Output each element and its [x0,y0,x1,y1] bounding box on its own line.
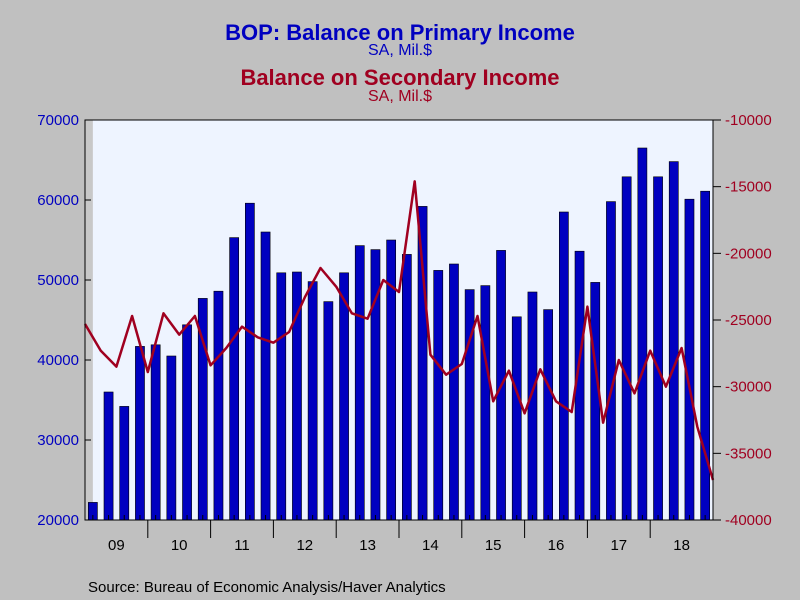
x-tick-label: 09 [108,537,125,554]
x-tick-label: 13 [359,537,376,554]
primary-income-bar [606,201,616,521]
primary-income-bar [119,406,130,521]
primary-income-bar [417,206,428,521]
primary-income-bar [150,344,161,521]
right-tick-label: -40000 [725,512,772,529]
primary-income-bar [449,263,459,521]
primary-income-bar [229,237,240,521]
primary-income-bar [543,309,554,521]
left-axis: 70000 60000 50000 40000 30000 20000 [37,112,91,529]
primary-income-bar [354,245,365,521]
primary-income-bar [245,202,255,521]
x-tick-label: 15 [485,537,502,554]
primary-income-bar [684,198,695,521]
chart-title-2: Balance on Secondary Income [240,65,559,90]
right-tick-label: -35000 [725,445,772,462]
right-tick-label: -30000 [725,379,772,396]
primary-income-bar [653,176,663,521]
secondary-income-line-path [83,180,715,481]
source-note: Source: Bureau of Economic Analysis/Have… [88,579,446,596]
right-tick-label: -20000 [725,245,772,262]
right-tick-label: -10000 [725,112,772,129]
primary-income-bar [260,231,271,521]
left-tick-label: 40000 [37,352,79,369]
primary-income-bar [700,190,711,521]
primary-income-bar [621,176,632,521]
primary-income-bar [590,282,601,521]
primary-income-bar [527,291,538,521]
left-tick-label: 50000 [37,272,79,289]
left-tick-label: 60000 [37,192,79,209]
primary-income-bar [166,355,177,521]
x-tick-label: 12 [296,537,313,554]
primary-income-bar [213,290,224,521]
primary-income-bar [323,301,334,521]
right-tick-label: -25000 [725,312,772,329]
primary-income-bar [558,211,569,521]
plot-area [85,120,713,520]
primary-income-bar [668,161,679,521]
chart-subtitle-2: SA, Mil.$ [368,88,432,105]
primary-income-bar [637,147,648,521]
x-tick-label: 10 [171,537,188,554]
primary-income-bar [276,272,287,521]
primary-income-bar [135,346,145,521]
left-tick-label: 20000 [37,512,79,529]
primary-income-bar [433,270,444,521]
right-axis: -10000 -15000 -20000 -25000 -30000 -35000 -400… [713,112,772,529]
primary-income-bar [103,391,114,521]
chart-title-1: BOP: Balance on Primary Income [225,20,575,45]
x-tick-label: 14 [422,537,439,554]
primary-income-bar [464,289,475,521]
left-tick-label: 30000 [37,432,79,449]
secondary-income-line [83,180,715,481]
recession-band [85,120,93,520]
chart-subtitle-1: SA, Mil.$ [368,42,432,59]
primary-income-bar [307,281,318,521]
left-tick-label: 70000 [37,112,79,129]
x-tick-label: 17 [610,537,627,554]
primary-income-bar [339,272,349,521]
recession-shading [85,120,93,520]
x-tick-label: 18 [673,537,690,554]
primary-income-bar [511,316,522,521]
primary-income-bar [182,324,192,521]
x-axis: 09 10 11 12 13 14 15 16 17 18 [92,515,706,554]
right-tick-label: -15000 [725,179,772,196]
primary-income-bar [401,254,412,521]
x-tick-label: 16 [548,537,565,554]
primary-income-bar [480,285,491,521]
x-tick-label: 11 [234,537,250,554]
